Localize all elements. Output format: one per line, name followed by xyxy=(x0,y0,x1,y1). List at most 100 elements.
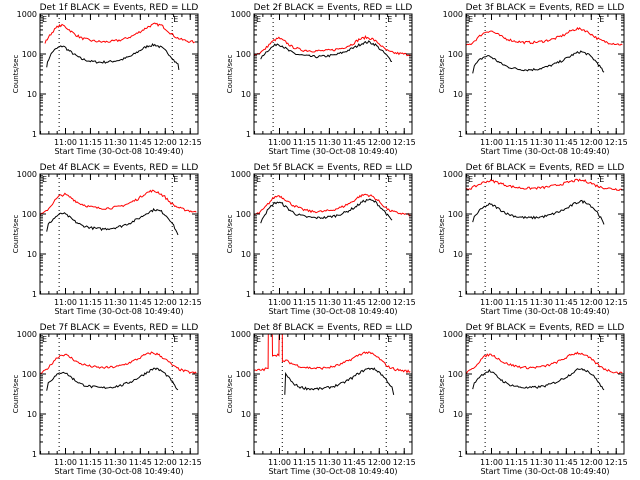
e-marker-left: E xyxy=(468,15,473,24)
x-tick-label: 12:00 xyxy=(580,458,603,467)
x-tick-label: 11:00 xyxy=(480,138,503,147)
x-tick-label: 12:15 xyxy=(393,458,416,467)
y-axis-title: Counts/sec xyxy=(438,55,446,94)
x-tick-label: 12:15 xyxy=(605,298,628,307)
y-tick-label: 100 xyxy=(448,370,463,379)
y-tick-label: 100 xyxy=(236,370,251,379)
panel-det-6: Det 6f BLACK = Events, RED = LLD 1 10 100 10… xyxy=(438,163,628,316)
x-tick-label: 11:00 xyxy=(268,138,291,147)
x-tick-label: 11:30 xyxy=(530,138,553,147)
x-tick-label: 11:15 xyxy=(79,138,102,147)
y-axis-title: Counts/sec xyxy=(12,55,20,94)
e-marker-left: E xyxy=(256,15,261,24)
x-tick-label: 11:30 xyxy=(318,458,341,467)
y-tick-label: 10 xyxy=(27,90,37,99)
y-axis-title: Counts/sec xyxy=(226,215,234,254)
y-tick-label: 10 xyxy=(241,90,251,99)
x-tick-label: 11:00 xyxy=(54,138,77,147)
y-tick-label: 10 xyxy=(27,250,37,259)
x-tick-label: 12:15 xyxy=(179,458,202,467)
x-tick-label: 11:30 xyxy=(318,298,341,307)
lld-series-line xyxy=(466,27,623,46)
x-tick-label: 12:00 xyxy=(154,298,177,307)
x-axis-title: Start Time (30-Oct-08 10:49:40) xyxy=(54,467,183,476)
x-tick-label: 12:15 xyxy=(179,138,202,147)
x-tick-label: 11:30 xyxy=(318,138,341,147)
y-tick-label: 1 xyxy=(32,450,37,459)
y-tick-label: 1 xyxy=(246,290,251,299)
lld-series-line xyxy=(466,351,623,375)
plot-frame xyxy=(465,333,625,455)
x-axis-title: Start Time (30-Oct-08 10:49:40) xyxy=(268,147,397,156)
x-tick-label: 11:00 xyxy=(268,298,291,307)
x-tick-label: 11:45 xyxy=(343,138,366,147)
y-tick-label: 1 xyxy=(458,130,463,139)
events-series-line xyxy=(472,199,605,225)
x-tick-label: 11:15 xyxy=(505,298,528,307)
x-tick-label: 11:15 xyxy=(293,138,316,147)
x-tick-label: 11:15 xyxy=(505,458,528,467)
y-tick-label: 1 xyxy=(32,290,37,299)
x-tick-label: 11:00 xyxy=(268,458,291,467)
x-tick-label: 11:45 xyxy=(129,138,152,147)
lld-series-line xyxy=(254,193,411,217)
x-tick-label: 11:45 xyxy=(129,458,152,467)
y-tick-label: 1000 xyxy=(443,10,463,19)
plot-frame xyxy=(253,173,413,295)
e-marker-right: E xyxy=(387,175,392,184)
x-axis-title: Start Time (30-Oct-08 10:49:40) xyxy=(480,147,609,156)
panel-det-8: Det 8f BLACK = Events, RED = LLD 1 10 100 10… xyxy=(226,323,416,476)
y-tick-label: 100 xyxy=(236,210,251,219)
events-series-line xyxy=(284,367,395,396)
e-marker-right: E xyxy=(599,175,604,184)
y-tick-label: 1000 xyxy=(443,330,463,339)
e-marker-left: E xyxy=(468,335,473,344)
x-tick-label: 12:15 xyxy=(393,298,416,307)
x-tick-label: 11:30 xyxy=(530,458,553,467)
x-tick-label: 11:00 xyxy=(480,458,503,467)
e-marker-left: E xyxy=(42,335,47,344)
x-tick-label: 11:30 xyxy=(104,138,127,147)
y-tick-label: 10 xyxy=(453,250,463,259)
y-tick-label: 1000 xyxy=(231,170,251,179)
x-tick-label: 12:00 xyxy=(368,298,391,307)
e-marker-right: E xyxy=(599,335,604,344)
x-tick-label: 12:00 xyxy=(580,138,603,147)
lld-series-line xyxy=(254,34,411,57)
y-tick-label: 100 xyxy=(448,210,463,219)
y-tick-label: 10 xyxy=(241,250,251,259)
x-axis-title: Start Time (30-Oct-08 10:49:40) xyxy=(268,467,397,476)
x-tick-label: 11:45 xyxy=(129,298,152,307)
plot-frame xyxy=(253,13,413,135)
x-tick-label: 11:15 xyxy=(293,298,316,307)
x-tick-label: 12:00 xyxy=(154,138,177,147)
y-tick-label: 1000 xyxy=(17,170,37,179)
x-tick-label: 11:00 xyxy=(54,298,77,307)
panel-title: Det 2f BLACK = Events, RED = LLD xyxy=(254,3,413,13)
x-axis-title: Start Time (30-Oct-08 10:49:40) xyxy=(480,307,609,316)
x-tick-label: 12:00 xyxy=(154,458,177,467)
e-marker-right: E xyxy=(387,15,392,24)
lld-series-line xyxy=(40,189,197,217)
events-series-line xyxy=(46,207,179,236)
x-tick-label: 11:15 xyxy=(79,458,102,467)
x-tick-label: 11:45 xyxy=(343,298,366,307)
plot-frame xyxy=(465,13,625,135)
events-series-line xyxy=(472,367,605,391)
y-tick-label: 10 xyxy=(453,410,463,419)
events-series-line xyxy=(46,42,180,70)
x-tick-label: 11:30 xyxy=(104,298,127,307)
panel-title: Det 4f BLACK = Events, RED = LLD xyxy=(40,163,199,173)
plot-frame xyxy=(39,173,199,295)
y-tick-label: 1000 xyxy=(231,330,251,339)
x-tick-label: 11:45 xyxy=(555,138,578,147)
panel-det-5: Det 5f BLACK = Events, RED = LLD 1 10 100 10… xyxy=(226,163,416,316)
x-tick-label: 11:15 xyxy=(79,298,102,307)
e-marker-left: E xyxy=(256,335,261,344)
x-tick-label: 12:15 xyxy=(179,298,202,307)
plot-frame xyxy=(39,333,199,455)
y-tick-label: 100 xyxy=(448,50,463,59)
x-tick-label: 12:00 xyxy=(580,298,603,307)
x-tick-label: 11:45 xyxy=(555,298,578,307)
